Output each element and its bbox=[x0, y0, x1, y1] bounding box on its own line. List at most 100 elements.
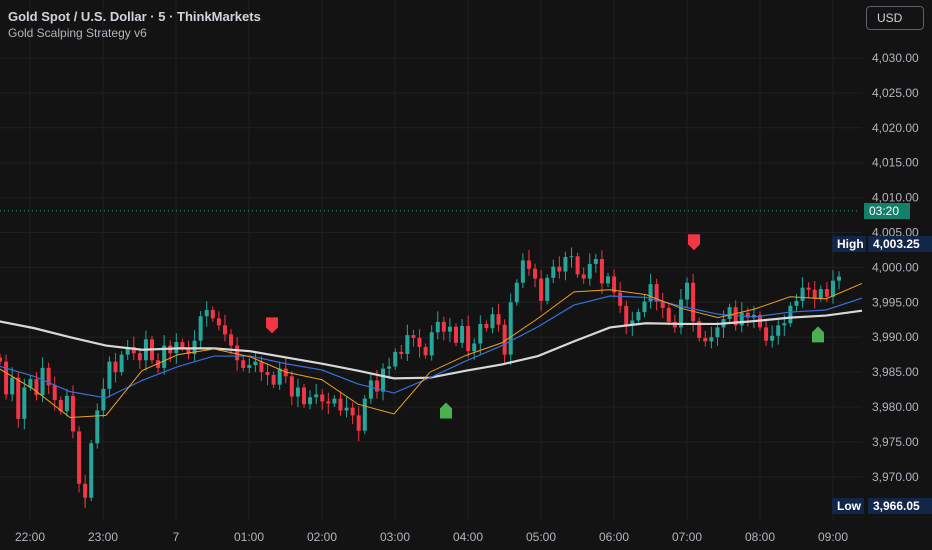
candle-body bbox=[472, 343, 477, 352]
candle-body bbox=[837, 276, 842, 281]
candle-body bbox=[52, 385, 57, 401]
candle-body bbox=[22, 387, 27, 419]
candle-body bbox=[830, 280, 835, 297]
candle-body bbox=[466, 326, 471, 352]
candle-body bbox=[533, 268, 538, 279]
candle-body bbox=[0, 357, 2, 362]
candle-body bbox=[776, 325, 781, 336]
price-tick-label: 3,975.00 bbox=[872, 435, 919, 449]
candle-body bbox=[320, 394, 325, 402]
candle-body bbox=[10, 377, 15, 395]
candle-body bbox=[253, 361, 258, 366]
candle-body bbox=[64, 395, 69, 412]
candle-body bbox=[411, 335, 416, 338]
candle-body bbox=[654, 284, 659, 302]
candle-body bbox=[697, 321, 702, 338]
candle-body bbox=[247, 365, 252, 368]
candle-body bbox=[417, 337, 422, 347]
candle-body bbox=[606, 276, 610, 284]
time-tick-label: 7 bbox=[173, 530, 180, 544]
time-tick-label: 05:00 bbox=[526, 530, 556, 544]
candle-body bbox=[545, 277, 550, 301]
price-axis[interactable]: 3,970.00 3,975.00 3,980.00 3,985.00 3,990.00… bbox=[872, 51, 919, 484]
candle-body bbox=[612, 276, 617, 293]
candle-body bbox=[812, 289, 817, 299]
candle-body bbox=[423, 346, 428, 356]
currency-button[interactable]: USD bbox=[866, 6, 924, 30]
candle-body bbox=[824, 289, 829, 297]
candle-body bbox=[691, 282, 696, 322]
candle-body bbox=[28, 379, 33, 388]
candle-body bbox=[332, 398, 337, 404]
candle-body bbox=[460, 326, 465, 343]
time-axis[interactable]: 22:00 23:00 7 01:00 02:00 03:00 04:00 05:00 06:0… bbox=[15, 530, 848, 544]
grid-lines bbox=[0, 0, 862, 520]
price-tick-label: 3,985.00 bbox=[872, 365, 919, 379]
candle-body bbox=[788, 305, 793, 324]
candle-body bbox=[599, 259, 604, 284]
candle-body bbox=[34, 379, 39, 396]
candle-body bbox=[800, 287, 805, 301]
candle-body bbox=[314, 394, 319, 398]
price-tick-label: 4,030.00 bbox=[872, 51, 919, 65]
price-tick-label: 4,010.00 bbox=[872, 191, 919, 205]
candle-body bbox=[399, 351, 404, 354]
candle-body bbox=[715, 327, 720, 338]
candle-body bbox=[180, 342, 185, 348]
candle-body bbox=[326, 401, 331, 404]
candle-body bbox=[46, 367, 51, 386]
candle-body bbox=[131, 346, 136, 354]
candle-body bbox=[338, 398, 343, 411]
candle-body bbox=[241, 360, 246, 368]
symbol-title[interactable]: Gold Spot / U.S. Dollar · 5 · ThinkMarke… bbox=[8, 9, 261, 24]
price-tick-label: 4,025.00 bbox=[872, 86, 919, 100]
candle-body bbox=[806, 287, 811, 290]
candle-body bbox=[381, 368, 386, 392]
strategy-name[interactable]: Gold Scalping Strategy v6 bbox=[8, 26, 147, 40]
candle-body bbox=[405, 335, 410, 354]
candle-body bbox=[302, 387, 306, 405]
low-label: Low bbox=[832, 498, 864, 514]
candle-body bbox=[678, 299, 683, 328]
candle-body bbox=[70, 395, 75, 432]
price-tick-label: 3,990.00 bbox=[872, 330, 919, 344]
time-tick-label: 23:00 bbox=[88, 530, 118, 544]
candle-body bbox=[782, 323, 787, 326]
candle-body bbox=[709, 337, 714, 342]
low-value: 3,966.05 bbox=[868, 498, 932, 514]
candle-body bbox=[484, 323, 489, 329]
ema-fast-line bbox=[0, 282, 863, 418]
candle-body bbox=[575, 256, 580, 275]
high-value: 4,003.25 bbox=[868, 236, 932, 252]
candle-body bbox=[727, 307, 732, 320]
candle-body bbox=[660, 301, 665, 308]
candle-body bbox=[478, 323, 483, 344]
candle-body bbox=[344, 407, 349, 411]
buy-signal-marker bbox=[812, 326, 824, 343]
price-tick-label: 3,995.00 bbox=[872, 295, 919, 309]
candle-body bbox=[618, 292, 623, 306]
candle-body bbox=[95, 410, 100, 444]
candle-body bbox=[502, 324, 507, 355]
ema-mid-line bbox=[0, 295, 863, 399]
price-tick-label: 4,020.00 bbox=[872, 121, 919, 135]
time-tick-label: 09:00 bbox=[818, 530, 848, 544]
candle-body bbox=[520, 260, 525, 283]
candle-body bbox=[368, 380, 373, 399]
signal-markers bbox=[266, 234, 824, 419]
candle-body bbox=[198, 316, 203, 341]
current-price-countdown: 03:20 bbox=[864, 203, 910, 219]
candle-body bbox=[259, 361, 264, 373]
price-tick-label: 3,970.00 bbox=[872, 470, 919, 484]
candle-body bbox=[441, 321, 446, 332]
candle-body bbox=[40, 367, 45, 396]
candle-body bbox=[557, 266, 562, 272]
candle-body bbox=[210, 309, 215, 319]
candles bbox=[0, 247, 842, 509]
high-label: High bbox=[832, 236, 866, 252]
candle-body bbox=[587, 263, 592, 279]
candle-body bbox=[642, 301, 647, 313]
candle-body bbox=[733, 307, 738, 326]
candle-body bbox=[222, 325, 227, 335]
